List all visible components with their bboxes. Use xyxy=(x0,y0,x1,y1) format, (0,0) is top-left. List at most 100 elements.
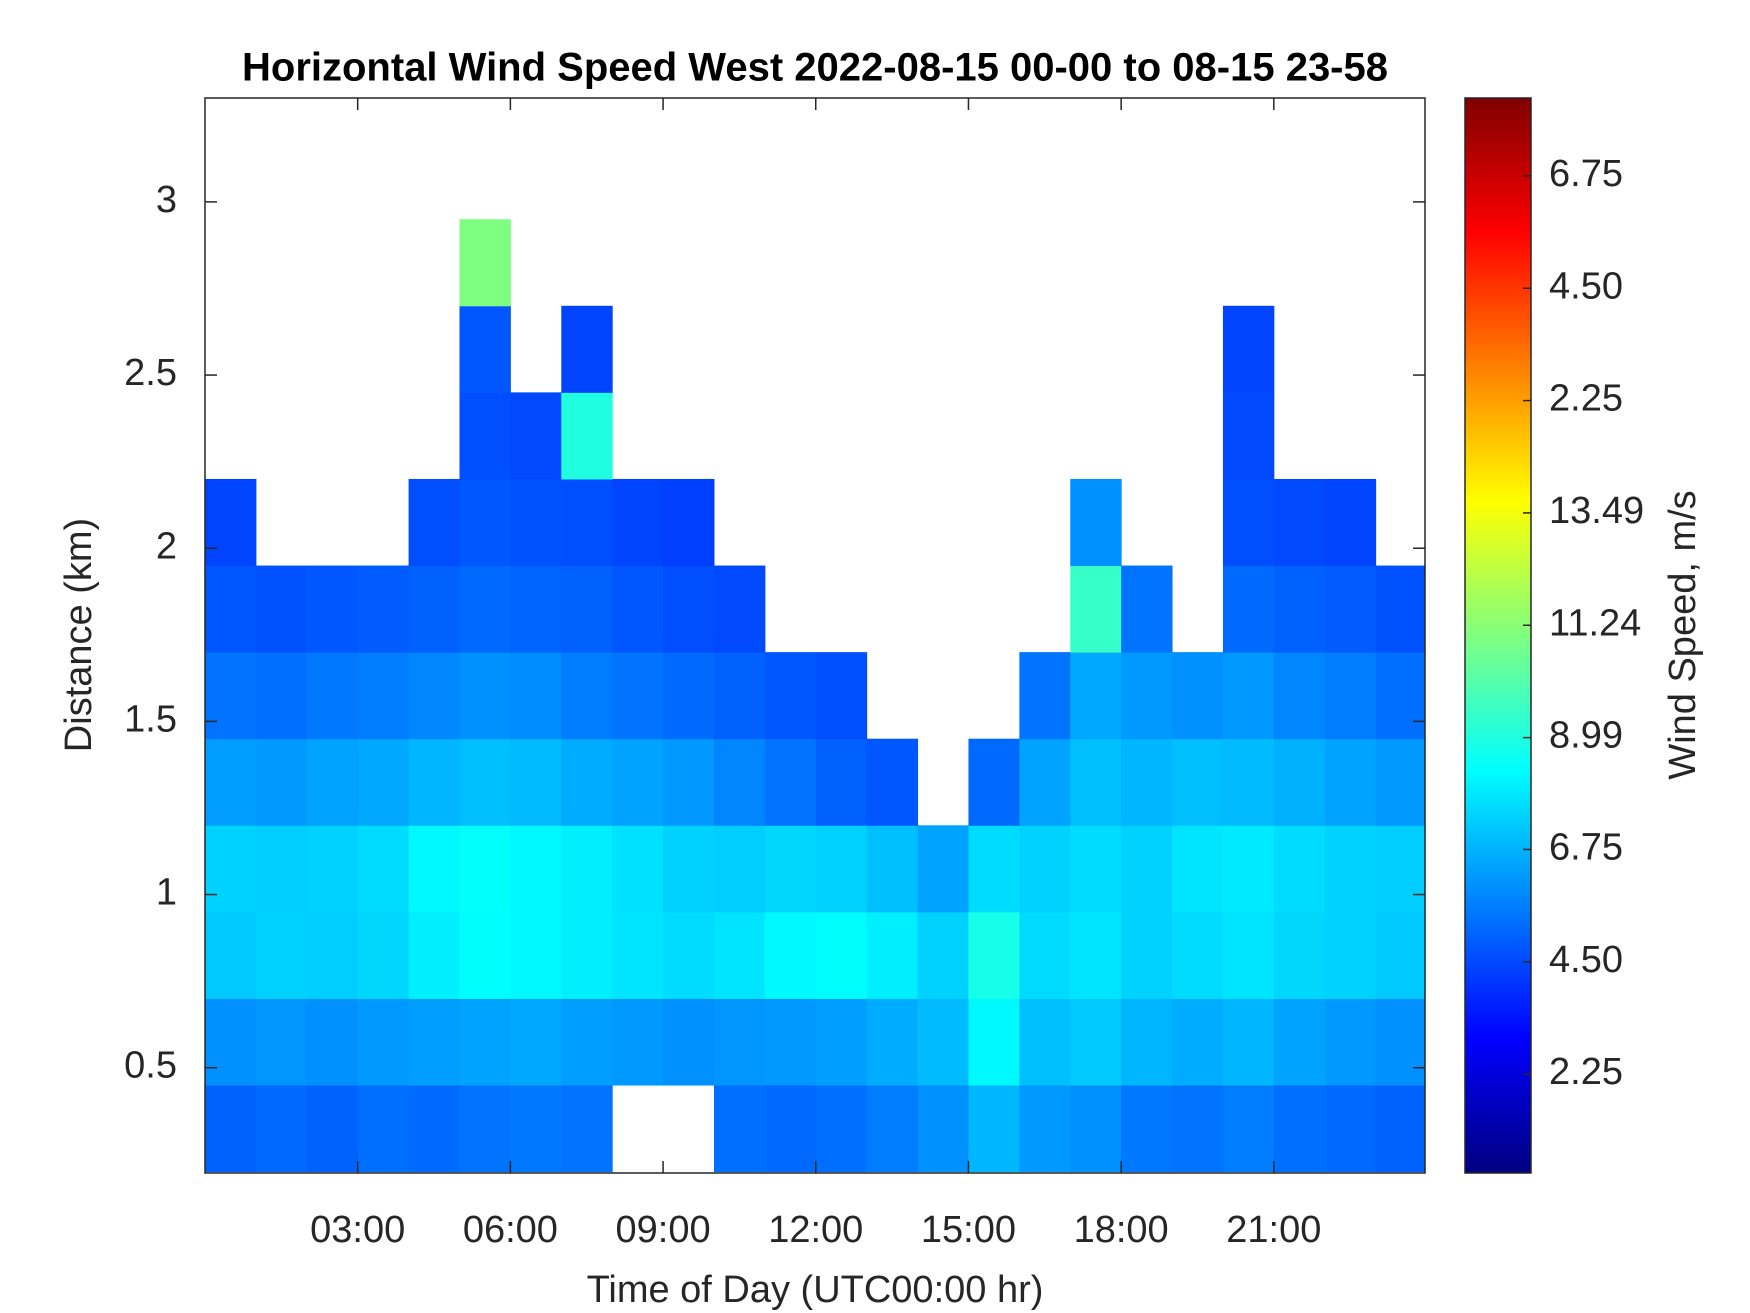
heat-cell xyxy=(917,825,969,913)
y-axis-label: Distance (km) xyxy=(58,518,100,752)
heat-cell xyxy=(561,1085,613,1173)
heat-cell xyxy=(917,998,969,1086)
heat-cell xyxy=(1121,998,1173,1086)
heat-cell xyxy=(1273,652,1326,740)
colorbar-tick-label: 6.75 xyxy=(1549,826,1623,868)
heat-cell xyxy=(1273,911,1326,999)
heat-cell xyxy=(1172,911,1224,999)
heat-cell xyxy=(1222,738,1275,826)
heat-cell xyxy=(1222,911,1275,999)
heat-cell xyxy=(1273,1085,1326,1173)
heat-cell xyxy=(1172,652,1224,740)
heat-cell xyxy=(1222,565,1275,653)
colorbar-tick-label: 2.25 xyxy=(1549,378,1623,420)
heat-cell xyxy=(866,738,919,826)
heat-cell xyxy=(1273,998,1326,1086)
heat-cell xyxy=(1324,998,1377,1086)
heat-cell xyxy=(713,738,766,826)
x-tick-label: 12:00 xyxy=(768,1209,863,1251)
heat-cell xyxy=(612,565,664,653)
heat-cell xyxy=(815,738,868,826)
heat-cell xyxy=(1273,825,1326,913)
heat-cell xyxy=(1121,565,1173,653)
heat-cell xyxy=(561,478,613,567)
heat-cell xyxy=(510,392,562,480)
heat-cell xyxy=(459,1085,511,1173)
heat-cell xyxy=(205,998,257,1086)
heat-cell xyxy=(1324,825,1377,913)
heat-cell xyxy=(357,825,410,913)
heat-cell xyxy=(713,911,766,999)
heat-cell xyxy=(815,911,868,999)
heat-cell xyxy=(663,911,715,999)
heatmap xyxy=(205,219,1425,1173)
heat-cell xyxy=(764,998,817,1086)
heat-cell xyxy=(612,825,664,913)
heat-cell xyxy=(1019,738,1071,826)
heat-cell xyxy=(306,1085,359,1173)
heat-cell xyxy=(713,998,766,1086)
colorbar-tick-label: 4.50 xyxy=(1549,265,1623,307)
heat-cell xyxy=(612,478,664,567)
heat-cell xyxy=(459,825,511,913)
heat-cell xyxy=(510,1085,562,1173)
heat-cell xyxy=(255,1085,308,1173)
heat-cell xyxy=(357,565,410,653)
heat-cell xyxy=(408,1085,460,1173)
heat-cell xyxy=(459,219,511,307)
heat-cell xyxy=(459,738,511,826)
heat-cell xyxy=(408,911,460,999)
heat-cell xyxy=(205,1085,257,1173)
y-tick-label: 1 xyxy=(156,872,177,914)
heat-cell xyxy=(1222,652,1275,740)
heat-cell xyxy=(815,825,868,913)
x-tick-label: 18:00 xyxy=(1074,1209,1169,1251)
heat-cell xyxy=(1019,911,1071,999)
heat-cell xyxy=(1273,478,1326,567)
heat-cell xyxy=(1070,998,1122,1086)
heat-cell xyxy=(357,998,410,1086)
y-tick-label: 1.5 xyxy=(124,698,177,740)
heat-cell xyxy=(1222,478,1275,567)
heat-cell xyxy=(866,998,919,1086)
heat-cell xyxy=(968,1085,1020,1173)
heat-cell xyxy=(1324,565,1377,653)
heat-cell xyxy=(1375,565,1425,653)
colorbar-tick-label: 13.49 xyxy=(1549,490,1644,532)
heat-cell xyxy=(255,738,308,826)
heat-cell xyxy=(255,565,308,653)
heat-cell xyxy=(357,1085,410,1173)
x-tick-label: 15:00 xyxy=(921,1209,1016,1251)
heat-cell xyxy=(510,478,562,567)
heat-cell xyxy=(612,911,664,999)
heat-cell xyxy=(357,738,410,826)
heat-cell xyxy=(1273,565,1326,653)
heat-cell xyxy=(205,565,257,653)
heat-cell xyxy=(713,1085,766,1173)
heat-cell xyxy=(459,998,511,1086)
heat-cell xyxy=(1070,478,1122,567)
heat-cell xyxy=(663,998,715,1086)
heat-cell xyxy=(1070,565,1122,653)
colorbar-label: Wind Speed, m/s xyxy=(1662,490,1704,779)
heat-cell xyxy=(408,652,460,740)
heat-cell xyxy=(866,825,919,913)
heat-cell xyxy=(1324,911,1377,999)
heat-cell xyxy=(1375,652,1425,740)
heat-cell xyxy=(510,652,562,740)
colorbar-tick-label: 8.99 xyxy=(1549,715,1623,757)
heat-cell xyxy=(561,998,613,1086)
heat-cell xyxy=(561,911,613,999)
heat-cell xyxy=(968,825,1020,913)
heat-cell xyxy=(1019,825,1071,913)
heat-cell xyxy=(713,652,766,740)
heat-cell xyxy=(255,825,308,913)
y-tick-label: 2 xyxy=(156,525,177,567)
heat-cell xyxy=(1375,1085,1425,1173)
heat-cell xyxy=(1375,738,1425,826)
heat-cell xyxy=(205,738,257,826)
heat-cell xyxy=(1121,738,1173,826)
heat-cell xyxy=(1222,1085,1275,1173)
heat-cell xyxy=(306,998,359,1086)
heat-cell xyxy=(561,305,613,393)
